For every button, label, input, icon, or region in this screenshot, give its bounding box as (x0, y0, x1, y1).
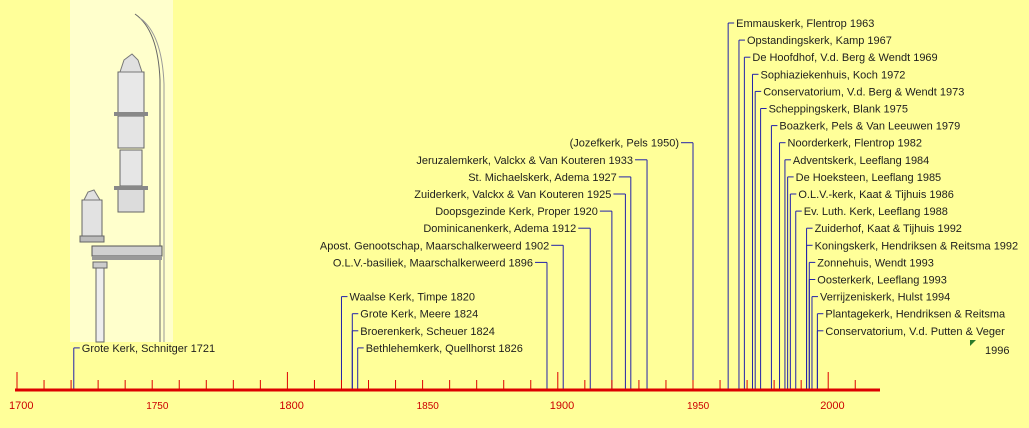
event-label: De Hoeksteen, Leeflang 1985 (796, 172, 942, 184)
annotations: 1996 (970, 340, 1009, 357)
tick-label: 1850 (417, 401, 440, 412)
timeline-event: Zuiderkerk, Valckx & Van Kouteren 1925 (414, 189, 626, 201)
event-label: Zuiderkerk, Valckx & Van Kouteren 1925 (414, 189, 611, 201)
event-label: De Hoofdhof, V.d. Berg & Wendt 1969 (752, 52, 937, 64)
timeline-event: Conservatorium, V.d. Berg & Wendt 1973 (755, 86, 964, 98)
event-label: Plantagekerk, Hendriksen & Reitsma (825, 309, 1006, 321)
event-label: Zuiderhof, Kaat & Tijhuis 1992 (815, 223, 962, 235)
timeline-event: Scheppingskerk, Blank 1975 (760, 104, 908, 116)
event-label: Adventskerk, Leeflang 1984 (793, 155, 929, 167)
event-labels: Emmauskerk, Flentrop 1963 Opstandingskerk… (73, 18, 1019, 355)
timeline-event: Bethlehemkerk, Quellhorst 1826 (357, 343, 523, 355)
event-label: Sophiaziekenhuis, Koch 1972 (760, 69, 905, 81)
event-label: Scheppingskerk, Blank 1975 (769, 104, 908, 116)
timeline-event: O.L.V.-kerk, Kaat & Tijhuis 1986 (790, 189, 954, 201)
event-label: Oosterkerk, Leeflang 1993 (817, 275, 947, 287)
event-label: Koningskerk, Hendriksen & Reitsma 1992 (815, 240, 1019, 252)
tick-label: 1700 (9, 400, 33, 412)
event-label: Bethlehemkerk, Quellhorst 1826 (366, 343, 523, 355)
timeline-event: Verrijzeniskerk, Hulst 1994 (811, 292, 950, 304)
timeline-event: Boazkerk, Pels & Van Leeuwen 1979 (771, 121, 960, 133)
tick-label: 2000 (820, 400, 844, 412)
timeline-event: De Hoeksteen, Leeflang 1985 (787, 172, 942, 184)
event-label: Grote Kerk, Schnitger 1721 (82, 343, 215, 355)
event-label: Boazkerk, Pels & Van Leeuwen 1979 (779, 121, 960, 133)
timeline-event: Conservatorium, V.d. Putten & Veger (817, 326, 1005, 338)
tick-label: 1950 (687, 401, 710, 412)
leader-lines (73, 23, 818, 390)
event-label: Emmauskerk, Flentrop 1963 (736, 18, 874, 30)
timeline-event: Emmauskerk, Flentrop 1963 (728, 18, 874, 30)
event-label: O.L.V.-kerk, Kaat & Tijhuis 1986 (798, 189, 954, 201)
event-label: Conservatorium, V.d. Berg & Wendt 1973 (763, 86, 964, 98)
event-label: Doopsgezinde Kerk, Proper 1920 (435, 206, 598, 218)
event-label: Dominicanenkerk, Adema 1912 (423, 223, 576, 235)
timeline-event: Grote Kerk, Meere 1824 (352, 309, 478, 321)
timeline-event: Koningskerk, Hendriksen & Reitsma 1992 (806, 240, 1019, 252)
event-label: Waalse Kerk, Timpe 1820 (349, 292, 475, 304)
event-label: Grote Kerk, Meere 1824 (360, 309, 478, 321)
event-label: St. Michaelskerk, Adema 1927 (468, 172, 617, 184)
event-label: Broerenkerk, Scheuer 1824 (360, 326, 495, 338)
organ-illustration (70, 0, 173, 343)
timeline-event: Waalse Kerk, Timpe 1820 (341, 292, 475, 304)
timeline-event: Plantagekerk, Hendriksen & Reitsma (817, 309, 1006, 321)
timeline-event: Oosterkerk, Leeflang 1993 (809, 275, 947, 287)
event-label: Opstandingskerk, Kamp 1967 (747, 35, 892, 47)
timeline-event: Grote Kerk, Schnitger 1721 (73, 343, 215, 355)
timeline-event: Opstandingskerk, Kamp 1967 (738, 35, 892, 47)
tick-label: 1900 (550, 400, 574, 412)
event-label: O.L.V.-basiliek, Maarschalkerweerd 1896 (333, 257, 533, 269)
tick-label: 1750 (146, 401, 169, 412)
timeline-event: Zonnehuis, Wendt 1993 (809, 257, 934, 269)
timeline-event: (Jozefkerk, Pels 1950) (570, 138, 693, 150)
event-label: Apost. Genootschap, Maarschalkerweerd 19… (320, 240, 549, 252)
event-label: Jeruzalemkerk, Valckx & Van Kouteren 193… (416, 155, 633, 167)
event-label: (Jozefkerk, Pels 1950) (570, 138, 679, 150)
timeline-event: St. Michaelskerk, Adema 1927 (468, 172, 631, 184)
timeline-event: Jeruzalemkerk, Valckx & Van Kouteren 193… (416, 155, 648, 167)
timeline-event: Zuiderhof, Kaat & Tijhuis 1992 (806, 223, 962, 235)
timeline-event: Broerenkerk, Scheuer 1824 (352, 326, 495, 338)
event-label: Ev. Luth. Kerk, Leeflang 1988 (804, 206, 948, 218)
timeline-event: De Hoofdhof, V.d. Berg & Wendt 1969 (744, 52, 938, 64)
timeline-event: Doopsgezinde Kerk, Proper 1920 (435, 206, 612, 218)
event-label: Zonnehuis, Wendt 1993 (817, 257, 934, 269)
tick-label: 1800 (279, 400, 303, 412)
timeline-event: Adventskerk, Leeflang 1984 (784, 155, 929, 167)
event-label: Verrijzeniskerk, Hulst 1994 (820, 292, 950, 304)
timeline-event: Sophiaziekenhuis, Koch 1972 (752, 69, 905, 81)
timeline-event: O.L.V.-basiliek, Maarschalkerweerd 1896 (333, 257, 547, 269)
timeline-event: Apost. Genootschap, Maarschalkerweerd 19… (320, 240, 564, 252)
timeline-event: Ev. Luth. Kerk, Leeflang 1988 (795, 206, 948, 218)
annotation-label: 1996 (985, 345, 1009, 357)
time-axis: 1700 1750 1800 1850 1900 1950 2000 (9, 372, 880, 412)
event-label: Conservatorium, V.d. Putten & Veger (825, 326, 1005, 338)
event-label: Noorderkerk, Flentrop 1982 (788, 138, 923, 150)
corner-marker-icon (970, 340, 976, 346)
timeline-event: Dominicanenkerk, Adema 1912 (423, 223, 591, 235)
timeline-event: Noorderkerk, Flentrop 1982 (779, 138, 923, 150)
